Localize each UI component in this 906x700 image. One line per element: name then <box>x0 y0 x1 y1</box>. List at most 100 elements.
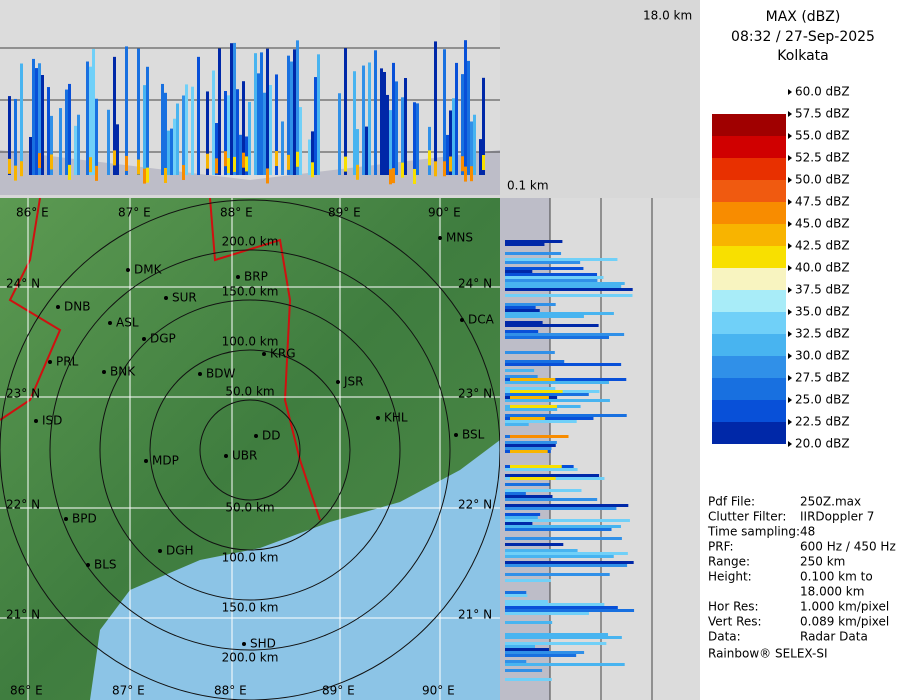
echo <box>452 98 455 175</box>
echo <box>14 98 17 175</box>
city-label: DMK <box>134 263 163 277</box>
city-label: KHL <box>384 411 408 425</box>
city-label: DCA <box>468 313 495 327</box>
legend-label: 35.0 dBZ <box>795 305 850 319</box>
legend-tick <box>788 111 792 117</box>
echo <box>146 167 149 183</box>
lon-label: 90° E <box>422 684 455 698</box>
city-dot <box>102 370 106 374</box>
echo <box>505 636 622 639</box>
echo <box>505 492 526 495</box>
echo <box>505 381 609 384</box>
echo <box>505 399 610 402</box>
echo <box>182 95 185 175</box>
echo <box>401 162 404 178</box>
legend-label: 22.5 dBZ <box>795 415 850 429</box>
legend-label: 50.0 dBZ <box>795 173 850 187</box>
range-label: 50.0 km <box>225 385 274 399</box>
echo <box>47 87 50 175</box>
info-value: 48 <box>800 525 815 539</box>
legend-swatch <box>712 334 786 356</box>
echo <box>505 312 614 315</box>
range-label: 150.0 km <box>222 285 279 299</box>
echo <box>317 54 320 175</box>
legend-label: 20.0 dBZ <box>795 437 850 451</box>
echo <box>95 165 98 181</box>
echo <box>8 96 11 175</box>
legend-tick <box>788 375 792 381</box>
echo <box>413 168 416 184</box>
echo <box>230 43 233 175</box>
info-label: Pdf File: <box>708 495 755 509</box>
echo <box>356 129 359 175</box>
echo <box>479 139 482 175</box>
echo <box>89 66 92 175</box>
legend-swatch <box>712 224 786 246</box>
legend-swatch <box>712 378 786 400</box>
echo <box>446 134 449 175</box>
echo <box>470 166 473 182</box>
echo <box>505 360 565 363</box>
sea <box>90 440 500 700</box>
echo <box>287 154 290 170</box>
echo <box>505 261 581 264</box>
echo <box>505 315 584 318</box>
echo <box>275 74 278 175</box>
city-dot <box>376 416 380 420</box>
echo <box>185 84 188 175</box>
legend-tick <box>788 419 792 425</box>
echo <box>505 285 622 288</box>
top-echoes <box>8 40 485 185</box>
echo <box>227 158 230 174</box>
echo <box>505 579 551 582</box>
city-dot <box>126 268 130 272</box>
echo <box>116 124 119 175</box>
echo <box>505 276 604 279</box>
echo <box>29 136 32 175</box>
echo <box>95 98 98 175</box>
echo <box>505 555 614 558</box>
echo <box>257 73 260 175</box>
echo <box>505 561 634 564</box>
legend-label: 45.0 dBZ <box>795 217 850 231</box>
lat-label: 23° N <box>458 387 492 401</box>
echo <box>215 123 218 175</box>
echo <box>510 465 562 468</box>
echo <box>505 621 553 624</box>
echo <box>505 525 621 528</box>
echo <box>505 303 556 306</box>
echo <box>505 351 555 354</box>
legend-tick <box>788 155 792 161</box>
border <box>209 198 321 521</box>
echo <box>505 258 618 261</box>
city-label: DD <box>262 429 280 443</box>
legend-tick <box>788 243 792 249</box>
echo <box>505 333 625 336</box>
legend-swatch <box>712 158 786 180</box>
city-dot <box>242 642 246 646</box>
echo <box>74 125 77 175</box>
top-shadow <box>0 150 500 195</box>
echo <box>59 108 62 175</box>
info-value: 250 km <box>800 555 845 569</box>
echo <box>38 63 41 176</box>
echo <box>505 240 563 243</box>
legend-label: 32.5 dBZ <box>795 327 850 341</box>
echo <box>505 474 600 477</box>
echo <box>233 42 236 175</box>
city-label: UBR <box>232 449 257 463</box>
echo <box>392 62 395 175</box>
city-label: BDW <box>206 367 235 381</box>
echo <box>50 115 53 175</box>
echo <box>505 504 629 507</box>
echo <box>245 136 248 175</box>
echo <box>461 156 464 172</box>
echo <box>224 151 227 167</box>
echo <box>92 48 95 175</box>
echo <box>428 150 431 166</box>
range-ring <box>0 199 500 700</box>
echo <box>505 633 609 636</box>
echo <box>505 549 578 552</box>
lat-label: 22° N <box>458 498 492 512</box>
echo <box>510 435 569 438</box>
